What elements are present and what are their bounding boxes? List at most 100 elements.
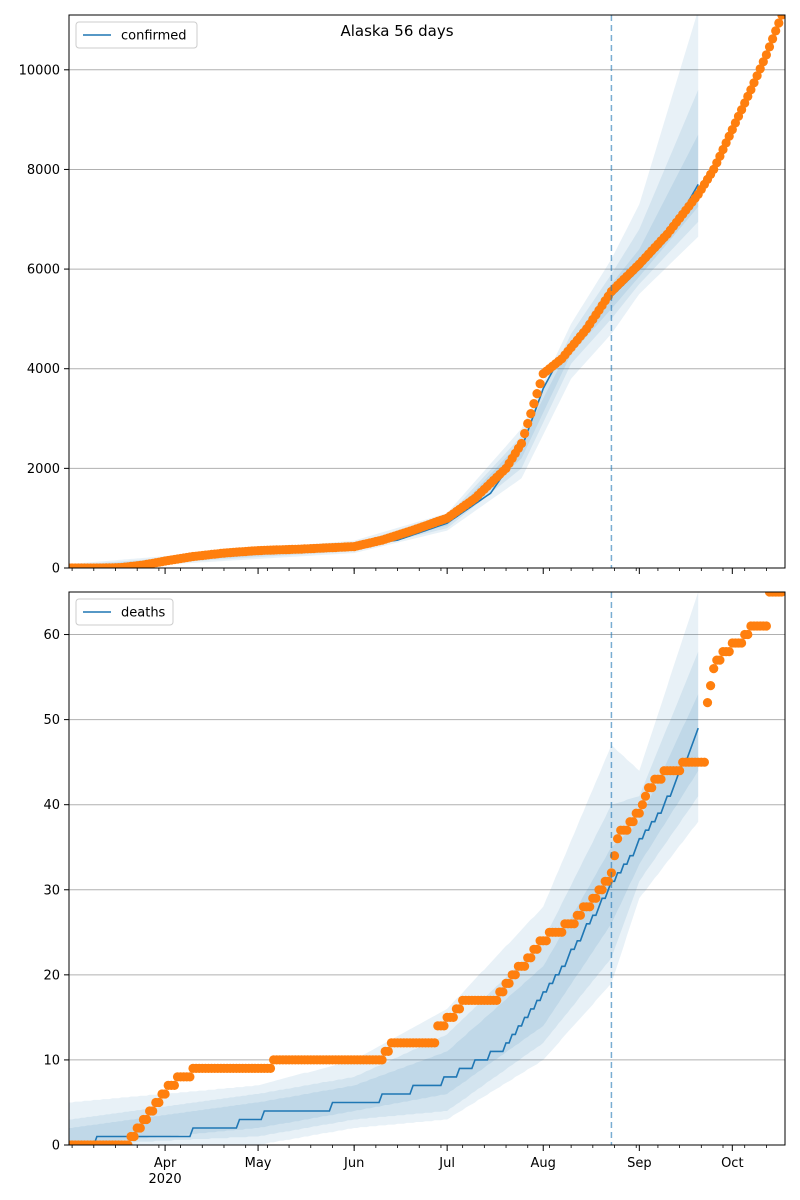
deaths-observed-point [454, 1004, 465, 1014]
deaths-observed-point [622, 825, 632, 835]
deaths-observed-point [557, 927, 567, 937]
deaths-observed-point [141, 1114, 152, 1125]
deaths-y-tick-label: 10 [43, 1053, 60, 1068]
confirmed-observed-point [755, 64, 765, 74]
deaths-observed-point [675, 766, 685, 776]
confirmed-legend: confirmed [75, 21, 198, 49]
deaths-observed-point [603, 876, 613, 886]
deaths-legend: deaths [75, 598, 174, 626]
deaths-observed-point [498, 987, 508, 997]
deaths-y-tick-label: 50 [43, 713, 60, 728]
deaths-observed-point [377, 1055, 387, 1065]
deaths-y-tick-label: 40 [43, 798, 60, 813]
deaths-observed-point [575, 910, 586, 920]
confirmed-legend-box [75, 21, 198, 49]
deaths-observed-point [640, 791, 651, 801]
deaths-axes-frame [68, 591, 786, 1146]
confirmed-observed-point [771, 26, 781, 36]
deaths-x-tick-label: Oct [721, 1156, 743, 1171]
confirmed-y-tick-label: 4000 [27, 362, 60, 377]
confirmed-y-tick-label: 10000 [19, 63, 60, 78]
deaths-y-tick-label: 60 [43, 628, 60, 643]
deaths-observed-point [597, 885, 607, 895]
deaths-model-line [69, 727, 699, 1145]
deaths-observed-point [628, 817, 638, 827]
confirmed-observed-point [761, 50, 772, 60]
deaths-observed-point [135, 1123, 145, 1133]
deaths-observed-points [69, 592, 785, 1145]
confirmed-x-axis [71, 568, 767, 574]
deaths-observed-point [709, 664, 719, 674]
deaths-y-tick-label: 30 [43, 883, 60, 898]
deaths-observed-point [492, 995, 502, 1006]
deaths-observed-point [185, 1072, 195, 1082]
deaths-observed-point [430, 1038, 440, 1048]
deaths-y-tick-label: 20 [43, 968, 60, 983]
deaths-observed-point [715, 655, 725, 665]
confirmed-y-axis: 0 2000 4000 6000 8000 10000 [19, 63, 69, 577]
confirmed-observed-point [777, 15, 785, 20]
deaths-x-tick-label: May [245, 1156, 272, 1171]
deaths-observed-point [265, 1063, 276, 1073]
deaths-observed-point [609, 851, 620, 861]
deaths-observed-point [448, 1012, 458, 1023]
deaths-observed-point [613, 834, 623, 844]
deaths-band-1 [69, 592, 699, 1145]
deaths-y-tick-label: 0 [52, 1139, 60, 1154]
confirmed-observed-point [529, 399, 539, 409]
deaths-observed-point [510, 970, 520, 980]
deaths-observed-point [439, 1021, 449, 1031]
deaths-observed-point [169, 1080, 179, 1090]
confirmed-observed-point [520, 428, 530, 439]
deaths-observed-point [569, 919, 579, 929]
confirmed-observed-point [535, 379, 545, 389]
deaths-observed-point [591, 893, 601, 903]
deaths-observed-point [526, 953, 536, 963]
confirmed-observed-point [749, 78, 759, 88]
confirmed-axes-frame [68, 14, 786, 569]
deaths-x-axis: Apr May Jun Jul Aug Sep Oct [71, 1145, 767, 1171]
confirmed-observed-point [752, 71, 762, 81]
confirmed-observed-point [764, 42, 775, 52]
confirmed-y-tick-label: 2000 [27, 462, 60, 477]
confirmed-observed-point [516, 438, 527, 449]
deaths-observed-point [656, 774, 666, 784]
figure-title: Alaska 56 days [340, 22, 453, 40]
deaths-observed-point [541, 936, 551, 946]
deaths-observed-point [724, 647, 734, 657]
deaths-observed-point [743, 629, 753, 640]
deaths-legend-box [75, 598, 174, 626]
deaths-observed-point [383, 1046, 393, 1056]
deaths-x-tick-label: Sep [627, 1156, 652, 1171]
confirmed-observed-points [69, 15, 785, 568]
deaths-observed-point [761, 621, 772, 631]
confirmed-observed-point [532, 389, 542, 399]
confirmed-observed-point [526, 409, 536, 419]
deaths-observed-point [737, 638, 747, 648]
confirmed-observed-point [746, 85, 756, 95]
confirmed-y-tick-label: 8000 [27, 163, 60, 178]
deaths-x-tick-label: Aug [531, 1156, 556, 1171]
confirmed-observed-point [768, 34, 778, 44]
deaths-observed-point [129, 1131, 139, 1142]
deaths-observed-point [160, 1089, 170, 1099]
deaths-observed-point [532, 944, 542, 954]
confirmed-y-tick-label: 6000 [27, 263, 60, 278]
deaths-x-tick-label: Apr [154, 1156, 177, 1171]
deaths-band-2 [69, 651, 699, 1145]
deaths-observed-point [123, 1140, 133, 1145]
deaths-x-tick-label: Jul [438, 1156, 455, 1171]
deaths-observed-point [504, 978, 514, 989]
confirmed-legend-label: confirmed [121, 29, 187, 44]
deaths-observed-point [706, 681, 716, 691]
deaths-x-year-label: 2020 [149, 1172, 182, 1187]
deaths-observed-point [520, 961, 530, 971]
deaths-observed-point [637, 800, 648, 810]
deaths-observed-point [647, 783, 657, 793]
deaths-observed-point [148, 1106, 158, 1116]
confirmed-panel: 0 2000 4000 6000 8000 10000 confirmed [19, 14, 786, 577]
deaths-x-tick-label: Jun [343, 1156, 364, 1171]
deaths-observed-point [702, 698, 713, 708]
confirmed-y-tick-label: 0 [52, 562, 60, 577]
